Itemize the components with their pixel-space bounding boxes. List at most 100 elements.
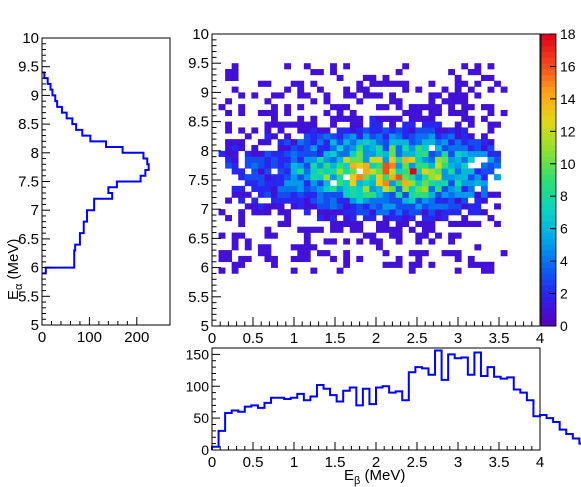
heatmap-cell <box>336 133 344 140</box>
heatmap-cell <box>330 168 337 175</box>
heatmap-cell <box>395 104 403 111</box>
heatmap-cell <box>408 115 416 122</box>
heatmap-cell <box>218 250 226 257</box>
heatmap-cell <box>408 209 416 216</box>
heatmap-cell <box>297 180 305 187</box>
heatmap-cell <box>428 109 436 117</box>
heatmap-cell <box>494 174 501 181</box>
heatmap-cell <box>402 197 410 204</box>
heatmap-cell <box>310 144 318 152</box>
heatmap-cell <box>218 104 226 111</box>
heatmap-cell <box>277 139 285 146</box>
heatmap-cell <box>231 63 239 70</box>
heatmap-cell <box>382 203 390 210</box>
heatmap-cell <box>297 250 305 257</box>
color-bar-frame <box>540 33 557 327</box>
heatmap-cell <box>225 255 232 263</box>
heatmap-cell <box>330 104 337 111</box>
heatmap-cell <box>244 133 252 140</box>
heatmap-cell <box>421 133 429 140</box>
heatmap-cell <box>408 185 416 192</box>
heatmap-cell <box>428 238 436 245</box>
heatmap-cell <box>303 63 311 70</box>
x-tick-label: 2 <box>372 454 380 471</box>
heatmap-cell <box>382 80 390 87</box>
heatmap-cell <box>369 150 377 157</box>
y-tick-label: 5.5 <box>188 289 209 306</box>
heatmap-cell <box>494 150 501 157</box>
heatmap-cell <box>231 232 239 239</box>
heatmap-cell <box>402 86 410 93</box>
heatmap-cell <box>310 185 318 192</box>
heatmap-cell <box>382 74 390 82</box>
heatmap-cell <box>362 180 370 187</box>
color-bar-segment <box>541 74 556 82</box>
heatmap-cell <box>480 185 488 192</box>
heatmap-cell <box>435 174 442 181</box>
heatmap-cell <box>448 238 456 245</box>
heatmap-cell <box>467 174 475 181</box>
heatmap-cell <box>356 144 364 152</box>
heatmap-cell <box>343 250 351 257</box>
heatmap-cell <box>408 109 416 117</box>
heatmap-cell <box>349 191 357 198</box>
heatmap-cell <box>238 104 246 111</box>
heatmap-cell <box>480 261 488 268</box>
heatmap-cell <box>284 191 292 198</box>
heatmap-cell <box>448 191 456 198</box>
heatmap-cell <box>316 69 324 76</box>
heatmap-cell <box>264 185 272 192</box>
heatmap-cell <box>415 150 423 157</box>
heatmap-cell <box>310 127 318 134</box>
heatmap-cell <box>395 185 403 192</box>
heatmap-cell <box>421 197 429 204</box>
heatmap-cell <box>395 180 403 187</box>
heatmap-cell <box>356 174 364 181</box>
heatmap-cell <box>395 168 403 175</box>
heatmap-cell <box>467 191 475 198</box>
y-tick-label: 10 <box>22 30 39 47</box>
heatmap-cell <box>251 92 259 99</box>
heatmap-cell <box>454 121 462 128</box>
heatmap-cell <box>408 215 416 222</box>
heatmap-cell <box>225 150 232 157</box>
heatmap-cell <box>461 191 469 198</box>
heatmap-cell <box>316 226 324 233</box>
heatmap-cell <box>389 80 396 87</box>
heatmap-cell <box>316 86 324 93</box>
heatmap-cell <box>297 139 305 146</box>
heatmap-cell <box>382 174 390 181</box>
heatmap-cell <box>277 180 285 187</box>
heatmap-cell <box>467 261 475 268</box>
heatmap-cell <box>362 162 370 169</box>
heatmap-cell <box>395 232 403 239</box>
main-x-axis: 0 0.5 1 1.5 2 2.5 3 3.5 4 <box>208 317 544 347</box>
heatmap-cell <box>435 203 442 210</box>
heatmap-cell <box>349 185 357 192</box>
heatmap-cell <box>303 232 311 239</box>
heatmap-cell <box>421 168 429 175</box>
heatmap-cell <box>415 232 423 239</box>
x-tick-label: 3.5 <box>489 454 510 471</box>
heatmap-cell <box>467 180 475 187</box>
x-tick-label: 4 <box>536 330 544 347</box>
heatmap-cell <box>467 144 475 152</box>
heatmap-cell <box>244 238 252 245</box>
x-tick-label: 3 <box>454 454 462 471</box>
heatmap-cell <box>421 174 429 181</box>
heatmap-cell <box>487 162 495 169</box>
color-bar-segment <box>541 127 556 134</box>
heatmap-cell <box>297 162 305 169</box>
heatmap-cell <box>454 255 462 263</box>
bottom-y-axis: 0 50 100 150 <box>186 346 220 458</box>
y-tick-label: 7.5 <box>18 174 39 191</box>
heatmap-cell <box>382 150 390 157</box>
heatmap-cell <box>231 69 239 76</box>
heatmap-cell <box>494 162 501 169</box>
heatmap-cell <box>310 156 318 163</box>
heatmap-cell <box>284 121 292 128</box>
heatmap-cell <box>448 232 456 239</box>
heatmap-cell <box>402 127 410 134</box>
heatmap-cell <box>467 185 475 192</box>
heatmap-cell <box>330 220 337 228</box>
